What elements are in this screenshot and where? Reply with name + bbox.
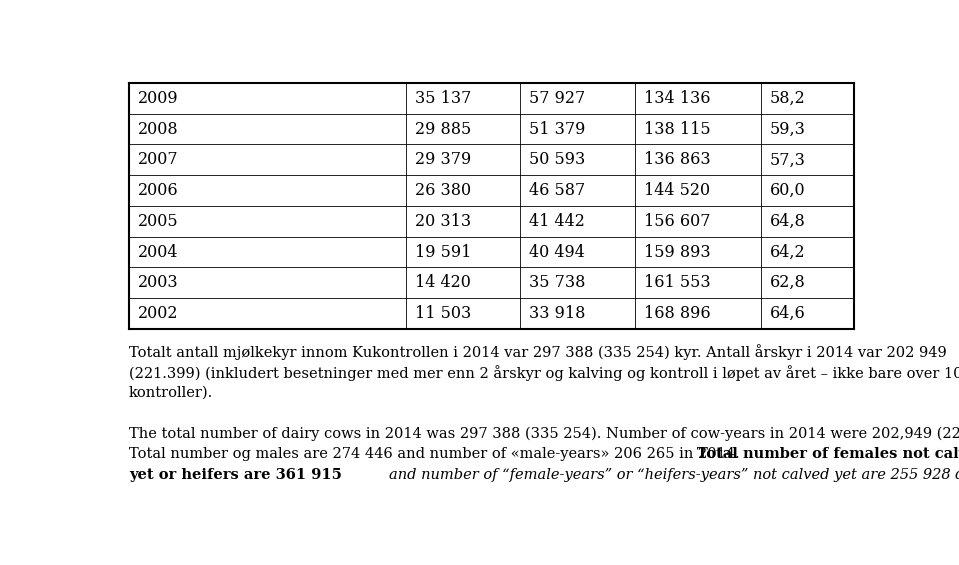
Text: 161 553: 161 553: [643, 274, 711, 291]
Text: 134 136: 134 136: [643, 90, 711, 107]
Text: 2007: 2007: [138, 151, 178, 168]
Text: (221.399) (inkludert besetninger med mer enn 2 årskyr og kalving og kontroll i l: (221.399) (inkludert besetninger med mer…: [129, 365, 959, 381]
Text: 51 379: 51 379: [528, 120, 585, 138]
Text: 159 893: 159 893: [643, 244, 711, 260]
Text: 2003: 2003: [138, 274, 178, 291]
Text: 62,8: 62,8: [769, 274, 806, 291]
Text: 19 591: 19 591: [415, 244, 471, 260]
Text: 50 593: 50 593: [528, 151, 585, 168]
Text: 41 442: 41 442: [528, 213, 585, 230]
Text: Total number og males are 274 446 and number of «male-years» 206 265 in 2014.: Total number og males are 274 446 and nu…: [129, 447, 744, 461]
Text: 2004: 2004: [138, 244, 178, 260]
Text: 64,8: 64,8: [769, 213, 806, 230]
Text: 2002: 2002: [138, 305, 178, 322]
Text: 2008: 2008: [138, 120, 178, 138]
Text: 59,3: 59,3: [769, 120, 806, 138]
Text: 26 380: 26 380: [415, 182, 471, 199]
Text: 168 896: 168 896: [643, 305, 711, 322]
Text: 60,0: 60,0: [769, 182, 805, 199]
Text: 156 607: 156 607: [643, 213, 711, 230]
Text: and number of “female-years” or “heifers-years” not calved yet are 255 928 durin: and number of “female-years” or “heifers…: [388, 468, 959, 482]
Text: 58,2: 58,2: [769, 90, 806, 107]
Text: 2006: 2006: [138, 182, 178, 199]
Text: 2005: 2005: [138, 213, 178, 230]
Text: Totalt antall mjølkekyr innom Kukontrollen i 2014 var 297 388 (335 254) kyr. Ant: Totalt antall mjølkekyr innom Kukontroll…: [129, 344, 947, 360]
Text: 35 738: 35 738: [528, 274, 585, 291]
Text: 144 520: 144 520: [643, 182, 710, 199]
Text: 64,6: 64,6: [769, 305, 806, 322]
Text: 138 115: 138 115: [643, 120, 711, 138]
Text: yet or heifers are 361 915: yet or heifers are 361 915: [129, 468, 347, 482]
Text: The total number of dairy cows in 2014 was 297 388 (335 254). Number of cow-year: The total number of dairy cows in 2014 w…: [129, 426, 959, 441]
Text: 33 918: 33 918: [528, 305, 585, 322]
Text: 57 927: 57 927: [528, 90, 585, 107]
Text: 46 587: 46 587: [528, 182, 585, 199]
Text: 14 420: 14 420: [415, 274, 471, 291]
Text: 35 137: 35 137: [415, 90, 471, 107]
Text: 20 313: 20 313: [415, 213, 471, 230]
Text: 136 863: 136 863: [643, 151, 711, 168]
Text: 40 494: 40 494: [528, 244, 585, 260]
Text: 64,2: 64,2: [769, 244, 805, 260]
Text: Total number of females not calved: Total number of females not calved: [696, 447, 959, 461]
Text: 29 885: 29 885: [415, 120, 471, 138]
Text: 29 379: 29 379: [415, 151, 471, 168]
Text: 57,3: 57,3: [769, 151, 806, 168]
Text: kontroller).: kontroller).: [129, 386, 213, 400]
Text: 2009: 2009: [138, 90, 178, 107]
Text: 11 503: 11 503: [415, 305, 471, 322]
